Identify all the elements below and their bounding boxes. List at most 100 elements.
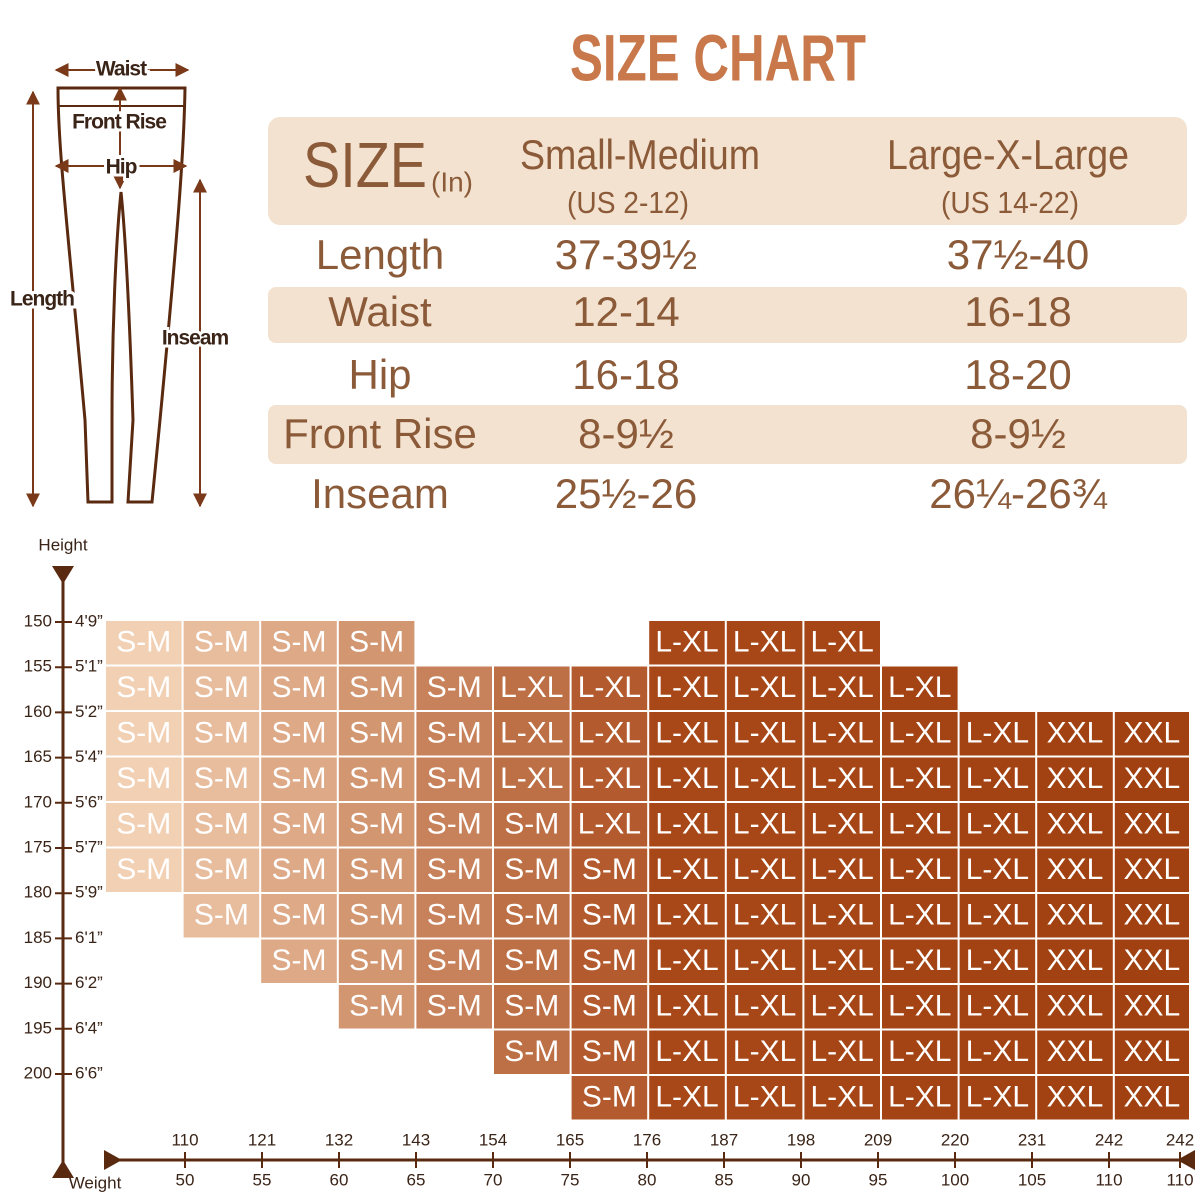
grid-cell	[1037, 757, 1113, 801]
height-ft: 5'4”	[75, 747, 103, 766]
waist-label: Waist	[96, 58, 147, 81]
grid-cell	[882, 939, 958, 983]
measure-name: Front Rise	[283, 410, 477, 457]
cell-size: S-M	[349, 626, 404, 659]
cell-size: L-XL	[578, 808, 641, 841]
cell-size: L-XL	[811, 899, 874, 932]
height-ft: 6'2”	[75, 973, 103, 992]
size-value: 26¼-26¾	[929, 470, 1107, 517]
cell-size: L-XL	[733, 944, 796, 977]
cell-size: L-XL	[733, 853, 796, 886]
grid-cell	[959, 1030, 1036, 1074]
height-cm: 200	[24, 1063, 52, 1082]
size-value: 16-18	[964, 288, 1071, 335]
cell-size: L-XL	[888, 671, 951, 704]
cell-size: L-XL	[888, 1035, 951, 1068]
cell-size: S-M	[272, 808, 327, 841]
grid-cell	[416, 939, 492, 983]
weight-kg: 75	[561, 1170, 580, 1189]
grid-cell	[106, 757, 182, 801]
cell-size: L-XL	[966, 1081, 1029, 1114]
grid-cell	[261, 803, 337, 847]
grid-cell	[571, 1076, 648, 1120]
height-cm: 195	[24, 1018, 52, 1037]
cell-size: S-M	[582, 990, 637, 1023]
weight-kg: 95	[869, 1170, 888, 1189]
grid-cell	[804, 894, 880, 938]
cell-size: L-XL	[966, 853, 1029, 886]
cell-size: L-XL	[966, 990, 1029, 1023]
cell-size: S-M	[272, 899, 327, 932]
grid-cell	[959, 985, 1036, 1029]
height-ft: 5'9”	[75, 883, 103, 902]
cell-size: L-XL	[811, 626, 874, 659]
cell-size: XXL	[1124, 762, 1181, 795]
grid-cell	[649, 621, 725, 665]
grid-cell	[959, 894, 1036, 938]
cell-size: L-XL	[655, 990, 718, 1023]
height-cm: 155	[24, 657, 52, 676]
cell-size: S-M	[349, 853, 404, 886]
cell-size: L-XL	[888, 717, 951, 750]
cell-size: S-M	[194, 899, 249, 932]
grid-cell	[649, 757, 725, 801]
cell-size: S-M	[504, 944, 559, 977]
cell-size: L-XL	[888, 1081, 951, 1114]
grid-cell	[571, 757, 648, 801]
cell-size: L-XL	[733, 1081, 796, 1114]
cell-size: L-XL	[578, 762, 641, 795]
grid-cell	[959, 757, 1036, 801]
grid-cell	[804, 985, 880, 1029]
cell-size: L-XL	[655, 853, 718, 886]
measure-name: Inseam	[311, 470, 449, 517]
cell-size: L-XL	[811, 990, 874, 1023]
cell-size: L-XL	[888, 808, 951, 841]
grid-cell	[649, 894, 725, 938]
row-band	[268, 287, 1187, 343]
grid-cell	[1037, 1076, 1113, 1120]
grid-cell	[106, 803, 182, 847]
grid-cell	[882, 1030, 958, 1074]
weight-lb: 242	[1095, 1130, 1123, 1149]
grid-cell	[726, 621, 803, 665]
cell-size: S-M	[116, 671, 171, 704]
grid-cell	[882, 803, 958, 847]
table-body: Length 37-39½ 37½-40 Waist 12-14 16-18 Hip 16-1…	[283, 231, 1108, 517]
weight-lb: 176	[633, 1130, 661, 1149]
cell-size: S-M	[349, 944, 404, 977]
grid-cell	[183, 803, 260, 847]
grid-cell	[416, 712, 492, 756]
size-value: 25½-26	[555, 470, 697, 517]
grid-cell	[726, 848, 803, 892]
cell-size: S-M	[582, 944, 637, 977]
grid-cell	[1037, 712, 1113, 756]
cell-size: S-M	[349, 671, 404, 704]
grid-cell	[571, 894, 648, 938]
cell-size: L-XL	[811, 671, 874, 704]
weight-lb: 154	[479, 1130, 507, 1149]
grid-cell	[183, 621, 260, 665]
grid-cell	[959, 848, 1036, 892]
grid-cell	[494, 894, 570, 938]
grid-cell	[183, 712, 260, 756]
cell-size: L-XL	[655, 944, 718, 977]
grid-cell	[1037, 1030, 1113, 1074]
cell-size: S-M	[504, 808, 559, 841]
cell-size: XXL	[1047, 808, 1104, 841]
grid-cell	[416, 985, 492, 1029]
grid-cell	[726, 712, 803, 756]
grid-cell	[338, 621, 415, 665]
cell-size: L-XL	[733, 1035, 796, 1068]
grid-cell	[1037, 848, 1113, 892]
cell-size: L-XL	[888, 762, 951, 795]
grid-cell	[494, 848, 570, 892]
grid-cell	[649, 985, 725, 1029]
grid-cell	[494, 757, 570, 801]
cell-size: L-XL	[966, 1035, 1029, 1068]
grid-cell	[1114, 803, 1189, 847]
grid-cell	[416, 757, 492, 801]
cell-size: L-XL	[655, 717, 718, 750]
grid-cell	[261, 848, 337, 892]
cell-size: XXL	[1047, 717, 1104, 750]
